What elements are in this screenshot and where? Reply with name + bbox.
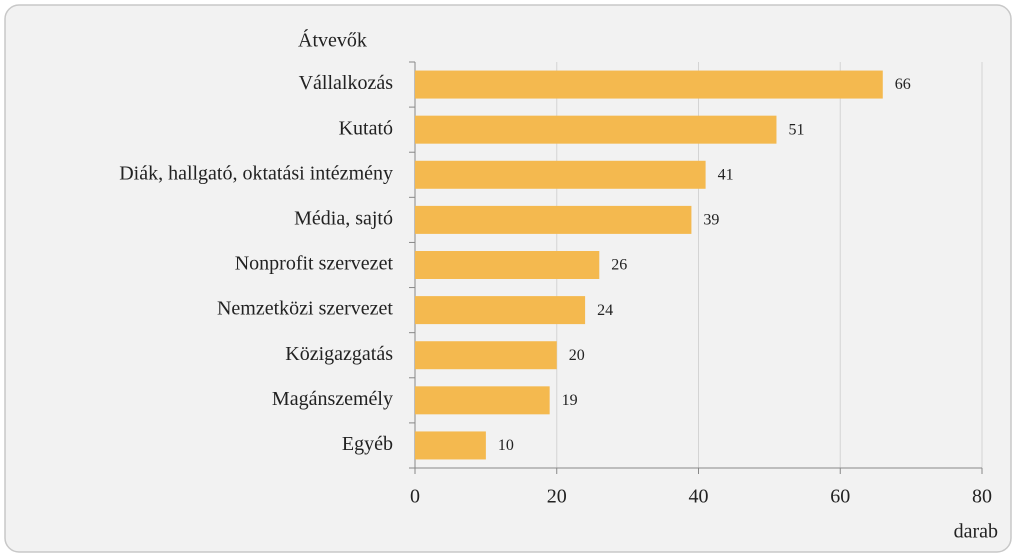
x-tick-label: 80: [972, 486, 992, 508]
y-axis-title: Átvevők: [298, 29, 367, 52]
data-label: 39: [703, 212, 719, 229]
y-tick-label: Diák, hallgató, oktatási intézmény: [119, 162, 393, 184]
bar: [415, 296, 586, 325]
bar: [415, 251, 600, 279]
data-label: 26: [611, 257, 627, 274]
x-axis-label: darab: [954, 521, 998, 543]
y-tick-label: Egyéb: [342, 433, 393, 455]
y-tick-label: Kutató: [339, 117, 393, 139]
x-tick-label: 0: [410, 486, 420, 508]
bar: [415, 160, 706, 189]
x-tick-label: 20: [547, 486, 567, 508]
bar: [415, 431, 486, 460]
data-label: 66: [895, 76, 911, 93]
data-label: 41: [718, 166, 734, 183]
y-tick-label: Média, sajtó: [294, 207, 393, 229]
data-label: 19: [562, 392, 578, 409]
bar: [415, 386, 550, 415]
bar: [415, 115, 777, 144]
y-tick-label: Közigazgatás: [285, 343, 393, 365]
x-tick-label: 40: [689, 486, 709, 508]
y-tick-label: Magánszemély: [272, 388, 393, 410]
y-tick-label: Nonprofit szervezet: [235, 253, 394, 275]
y-tick-label: Vállalkozás: [299, 72, 394, 94]
bar: [415, 70, 883, 99]
data-label: 20: [569, 347, 585, 364]
bar: [415, 341, 557, 370]
data-label: 10: [498, 437, 514, 454]
data-label: 51: [788, 121, 804, 138]
data-label: 24: [597, 302, 613, 319]
x-tick-label: 60: [830, 486, 850, 508]
y-tick-label: Nemzetközi szervezet: [217, 298, 393, 320]
bar: [415, 205, 692, 234]
